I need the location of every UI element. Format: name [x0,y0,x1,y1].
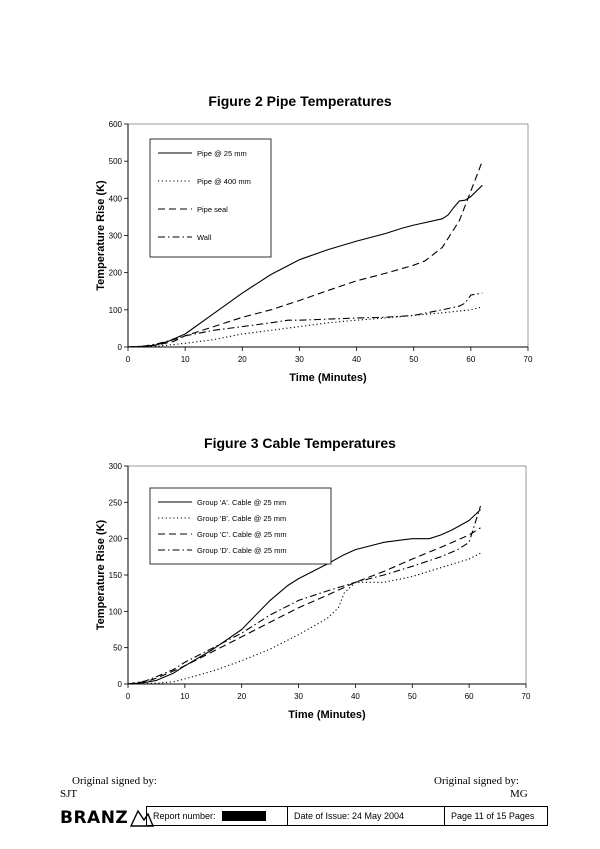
x-tick-label: 70 [524,355,533,364]
legend-box [149,138,272,258]
y-tick-label: 500 [109,157,123,166]
y-tick-label: 50 [113,644,122,653]
legend-label: Group 'A'. Cable @ 25 mm [197,498,286,507]
x-tick-label: 70 [522,692,531,701]
series-line [127,292,483,348]
x-tick-label: 20 [237,692,246,701]
branz-logo: BRANZ [60,806,155,830]
page-number-cell: Page 11 of 15 Pages [444,806,548,826]
x-tick-label: 0 [126,355,131,364]
footer-info-table: Report number: Date of Issue: 24 May 200… [146,806,548,826]
legend-label: Wall [197,233,212,242]
y-tick-label: 0 [118,680,123,689]
x-tick-label: 60 [465,692,474,701]
figure-2-title: Figure 2 Pipe Temperatures [208,93,392,109]
x-tick-label: 50 [409,355,418,364]
x-tick-label: 30 [295,355,304,364]
y-tick-label: 150 [109,571,123,580]
series-line [127,527,481,685]
pipe-temperatures-chart: 0 10 20 30 40 50 60 70 0 100 200 300 400 500 600 Time (… [95,120,533,384]
legend-label: Pipe seal [197,205,228,214]
y-tick-label: 200 [109,269,123,278]
x-tick-label: 60 [466,355,475,364]
y-tick-label: 0 [118,343,123,352]
y-axis-title: Temperature Rise (K) [95,519,107,630]
date-of-issue-label: Date of Issue: 24 May 2004 [294,811,405,821]
right-signed-label: Original signed by: [434,775,519,787]
legend-box [149,487,332,565]
series-line [127,505,482,685]
series-line [127,184,483,348]
legend-label: Pipe @ 400 mm [197,177,251,186]
left-signer-initials: SJT [60,788,78,800]
y-tick-label: 300 [109,232,123,241]
report-number-label: Report number: [153,810,216,821]
series-line [127,306,483,348]
x-tick-label: 30 [294,692,303,701]
y-tick-label: 100 [109,306,123,315]
x-tick-label: 50 [408,692,417,701]
x-tick-label: 0 [126,692,131,701]
report-number-cell: Report number: [146,806,288,826]
series-line [127,161,483,348]
left-signed-label: Original signed by: [72,775,157,787]
figure-3-title: Figure 3 Cable Temperatures [204,435,396,451]
y-tick-label: 250 [109,498,123,507]
branz-logo-text: BRANZ [60,808,129,828]
x-tick-label: 10 [181,355,190,364]
y-tick-label: 200 [109,535,123,544]
x-axis-title: Time (Minutes) [289,372,367,384]
right-signer-initials: MG [510,788,528,800]
date-of-issue-cell: Date of Issue: 24 May 2004 [287,806,445,826]
x-tick-label: 40 [351,692,360,701]
x-tick-label: 40 [352,355,361,364]
series-line [127,552,481,685]
y-axis-title: Temperature Rise (K) [95,180,107,291]
legend-label: Group 'D'. Cable @ 25 mm [197,546,287,555]
redacted-report-number [222,811,267,822]
legend-label: Pipe @ 25 mm [197,149,247,158]
y-tick-label: 600 [109,120,123,129]
legend-label: Group 'B'. Cable @ 25 mm [197,514,286,523]
page-number-label: Page 11 of 15 Pages [451,811,535,821]
cable-temperatures-chart: 0 10 20 30 40 50 60 70 0 50 100 150 200 250 300 Time (M… [95,462,531,721]
y-tick-label: 400 [109,194,123,203]
x-tick-label: 10 [180,692,189,701]
y-tick-label: 300 [109,462,123,471]
x-axis-title: Time (Minutes) [288,709,366,721]
x-tick-label: 20 [238,355,247,364]
legend-label: Group 'C'. Cable @ 25 mm [197,530,287,539]
y-tick-label: 100 [109,607,123,616]
